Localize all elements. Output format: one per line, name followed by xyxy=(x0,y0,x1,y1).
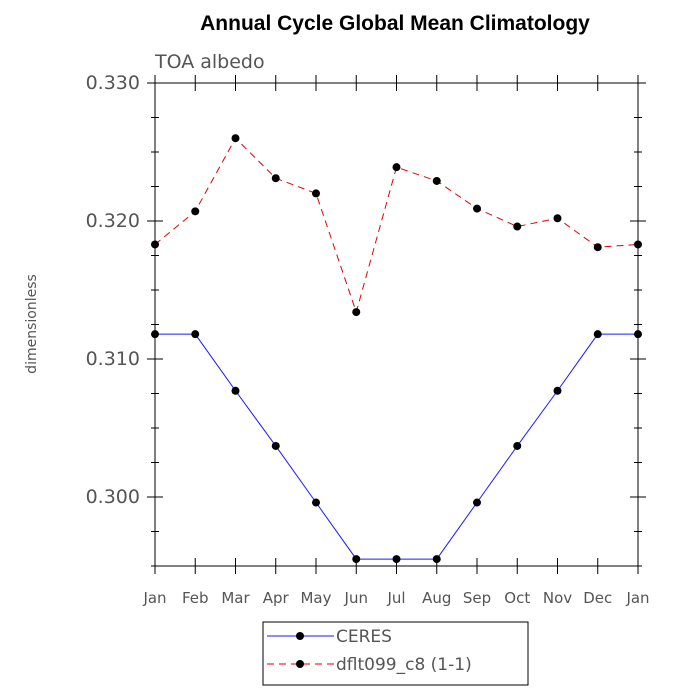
y-tick-label: 0.320 xyxy=(86,210,140,232)
plot-frame xyxy=(154,82,639,567)
data-point xyxy=(593,330,602,339)
y-axis-label: dimensionless xyxy=(24,274,40,374)
data-point xyxy=(271,174,280,183)
series-line-0 xyxy=(155,333,638,560)
y-axis-ticks: 0.300 0.310 0.320 0.330 xyxy=(86,72,646,567)
legend: CERES dflt099_c8 (1-1) xyxy=(262,621,529,686)
series-layer xyxy=(151,134,642,564)
x-tick-label: Jul xyxy=(386,589,405,607)
data-point xyxy=(352,308,361,317)
data-point xyxy=(593,243,602,252)
data-point xyxy=(191,207,200,216)
data-point xyxy=(553,386,562,395)
data-point xyxy=(473,204,481,213)
data-point xyxy=(231,134,240,143)
legend-label-ceres: CERES xyxy=(336,627,392,647)
x-tick-label: Oct xyxy=(504,589,530,607)
x-tick-label: May xyxy=(300,589,331,607)
data-point xyxy=(312,498,320,507)
data-point xyxy=(432,555,441,564)
x-tick-label: Jan xyxy=(142,589,166,607)
data-point xyxy=(553,214,562,223)
x-tick-label: Apr xyxy=(263,589,290,607)
y-tick-label: 0.310 xyxy=(86,348,140,370)
chart-title: Annual Cycle Global Mean Climatology xyxy=(200,12,590,35)
legend-label-dflt099: dflt099_c8 (1-1) xyxy=(336,655,472,675)
data-point xyxy=(392,163,401,172)
data-point xyxy=(432,176,441,185)
data-point xyxy=(513,441,522,450)
legend-marker-ceres xyxy=(296,632,304,640)
legend-marker-dflt099 xyxy=(296,660,304,668)
y-tick-label: 0.300 xyxy=(86,486,140,508)
data-point xyxy=(271,441,280,450)
data-point xyxy=(634,240,642,249)
legend-box xyxy=(262,621,529,686)
data-point xyxy=(352,555,361,564)
chart-subtitle: TOA albedo xyxy=(154,51,265,73)
data-point xyxy=(473,498,481,507)
x-tick-label: Aug xyxy=(422,589,451,607)
x-tick-label: Jun xyxy=(344,589,368,607)
x-tick-label: Dec xyxy=(583,589,612,607)
x-tick-label: Mar xyxy=(221,589,250,607)
x-tick-label: Sep xyxy=(463,589,491,607)
data-point xyxy=(634,330,642,339)
data-point xyxy=(312,189,320,198)
x-tick-label: Nov xyxy=(543,589,572,607)
x-tick-label: Jan xyxy=(625,589,649,607)
data-point xyxy=(151,330,159,339)
data-point xyxy=(151,240,159,249)
x-tick-label: Feb xyxy=(182,589,209,607)
data-point xyxy=(513,222,522,231)
data-point xyxy=(392,555,401,564)
data-point xyxy=(191,330,200,339)
x-axis-ticks: Jan Feb Mar Apr May Jun Jul Aug Sep Oct Nov Dec Jan xyxy=(142,75,650,607)
data-point xyxy=(231,386,240,395)
y-tick-label: 0.330 xyxy=(86,72,140,94)
